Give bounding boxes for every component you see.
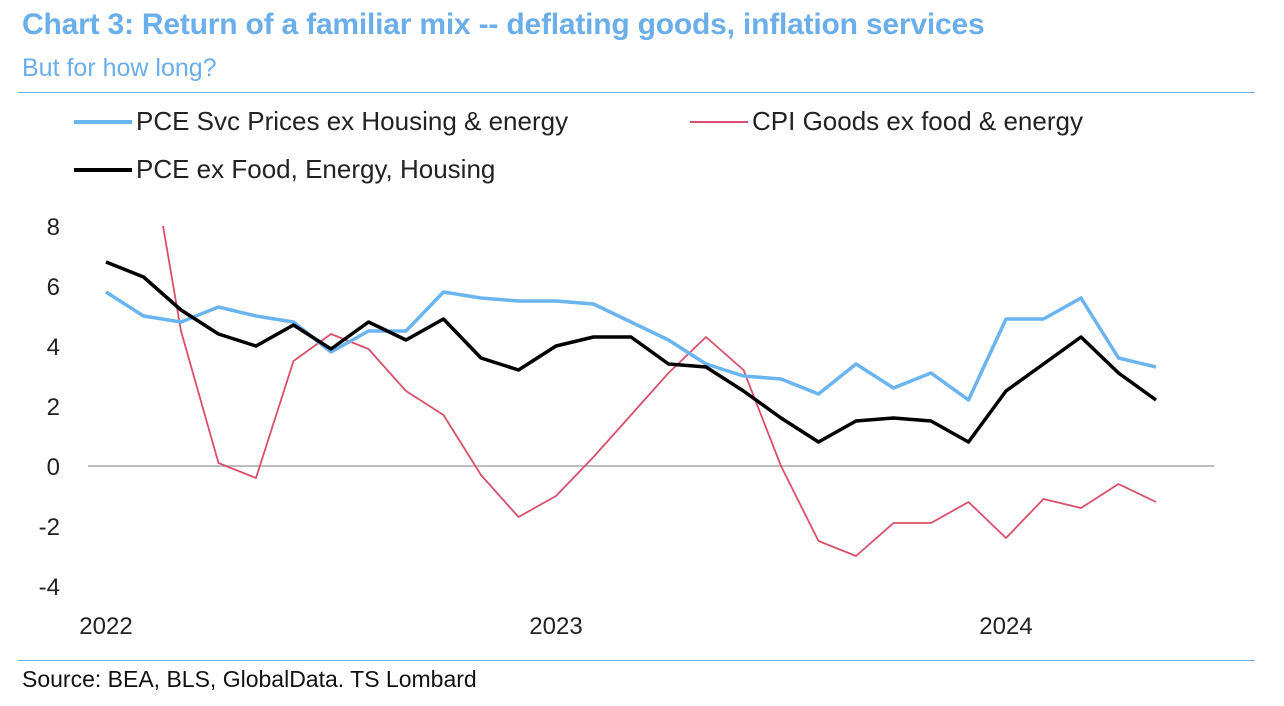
- legend-label-pce-core: PCE ex Food, Energy, Housing: [136, 154, 496, 184]
- y-tick-label: 4: [47, 334, 60, 361]
- header-divider: [18, 92, 1255, 93]
- legend-swatch-pce-svc: [74, 119, 132, 124]
- chart-title: Chart 3: Return of a familiar mix -- def…: [22, 8, 985, 41]
- x-tick-label: 2024: [979, 613, 1032, 640]
- y-tick-label: 0: [47, 454, 60, 481]
- y-tick-label: 2: [47, 394, 60, 421]
- y-tick-label: -2: [39, 514, 60, 541]
- chart-subtitle: But for how long?: [22, 54, 217, 82]
- legend-swatch-pce-core: [74, 167, 132, 172]
- legend-label-pce-svc: PCE Svc Prices ex Housing & energy: [136, 106, 569, 136]
- legend-item-cpi-goods: CPI Goods ex food & energy: [690, 106, 1083, 137]
- legend-swatch-cpi-goods: [690, 120, 748, 123]
- x-tick-label: 2023: [529, 613, 582, 640]
- source-note: Source: BEA, BLS, GlobalData. TS Lombard: [22, 666, 477, 692]
- legend-item-pce-svc: PCE Svc Prices ex Housing & energy: [74, 106, 568, 137]
- series-line-pce-core: [105, 260, 1158, 444]
- legend-label-cpi-goods: CPI Goods ex food & energy: [752, 106, 1083, 136]
- y-tick-label: -4: [39, 574, 60, 601]
- series-line-pce-svc: [105, 290, 1157, 402]
- x-tick-label: 2022: [79, 613, 132, 640]
- y-tick-label: 8: [47, 214, 60, 241]
- footer-divider: [18, 660, 1255, 661]
- y-tick-label: 6: [47, 274, 60, 301]
- legend-item-pce-core: PCE ex Food, Energy, Housing: [74, 154, 495, 185]
- series-line-cpi-goods: [162, 226, 1157, 557]
